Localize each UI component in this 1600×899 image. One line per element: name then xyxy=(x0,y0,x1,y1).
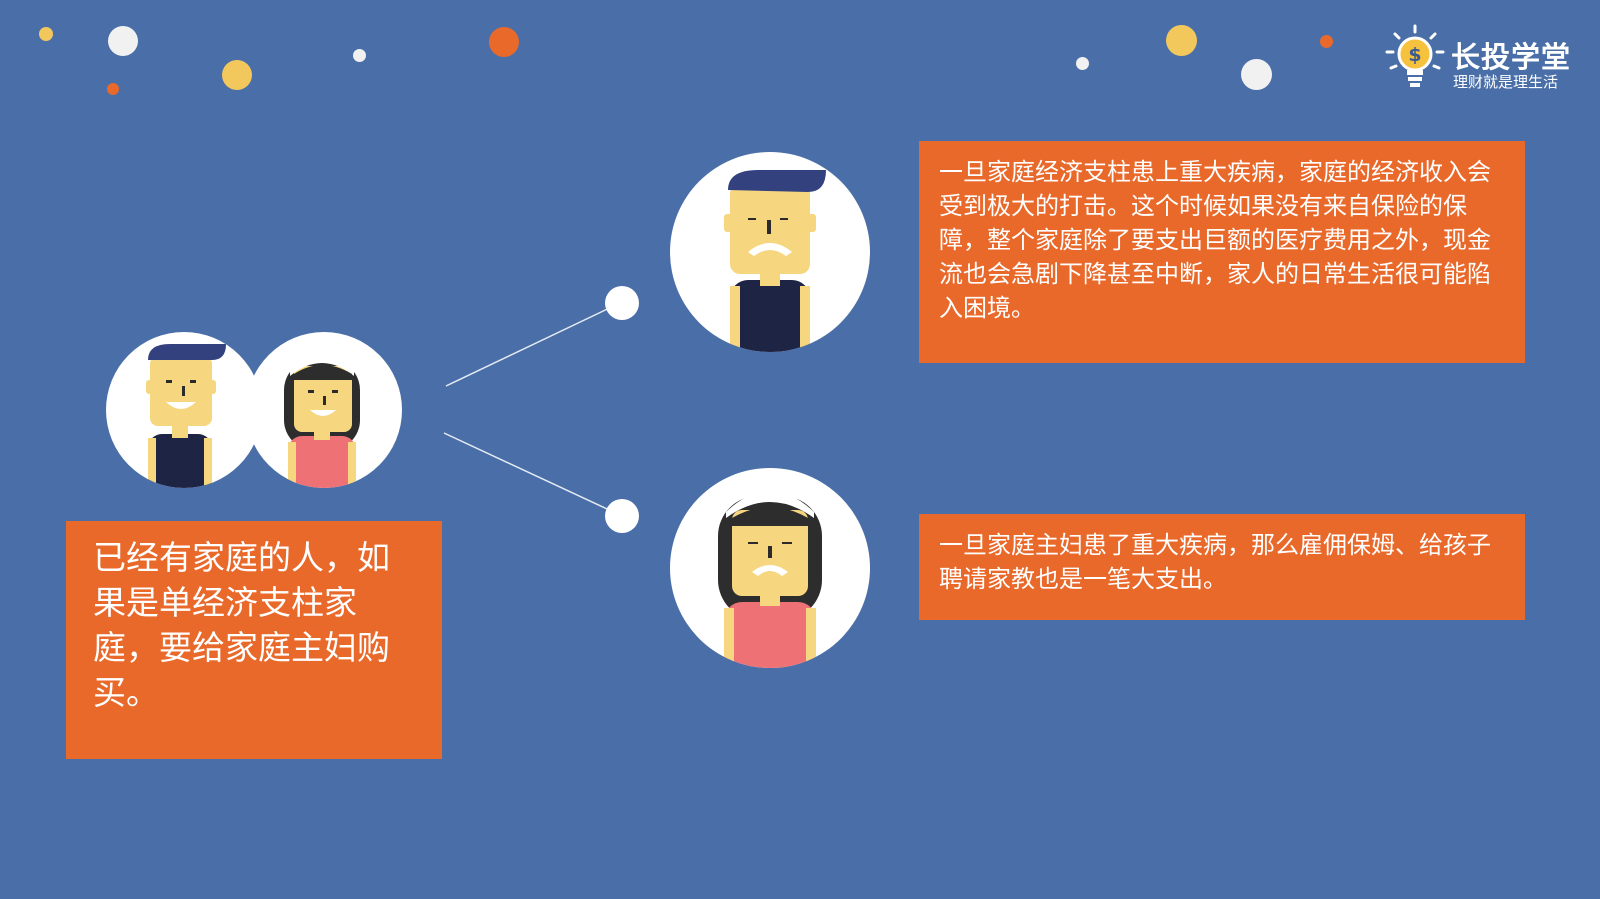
scenario-text: 一旦家庭主妇患了重大疾病，那么雇佣保姆、给孩子聘请家教也是一笔大支出。 xyxy=(939,531,1491,593)
scenario-text: 一旦家庭经济支柱患上重大疾病，家庭的经济收入会受到极大的打击。这个时候如果没有来… xyxy=(939,158,1491,322)
man-avatar-icon xyxy=(106,332,262,488)
brand-slogan: 理财就是理生活 xyxy=(1453,73,1559,91)
scenario-callout-breadwinner: 一旦家庭经济支柱患上重大疾病，家庭的经济收入会受到极大的打击。这个时候如果没有来… xyxy=(919,141,1525,363)
confetti-dot xyxy=(489,27,519,57)
connector-node-bottom xyxy=(605,499,639,533)
confetti-dot xyxy=(108,26,138,56)
man-avatar-icon xyxy=(670,152,870,352)
brand-name: 长投学堂 xyxy=(1451,40,1572,74)
confetti-dot xyxy=(107,83,119,95)
lightbulb-dollar-icon: $ xyxy=(1385,24,1445,87)
svg-text:$: $ xyxy=(1408,44,1421,66)
intro-callout: 已经有家庭的人，如果是单经济支柱家庭，要给家庭主妇购买。 xyxy=(66,521,442,759)
woman-avatar-icon xyxy=(670,468,870,668)
scenario-callout-homemaker: 一旦家庭主妇患了重大疾病，那么雇佣保姆、给孩子聘请家教也是一笔大支出。 xyxy=(919,514,1525,620)
brand-logo: $ 长投学堂 理财就是理生活 xyxy=(1385,24,1585,94)
confetti-dot xyxy=(222,60,252,90)
confetti-dot xyxy=(1320,35,1333,48)
confetti-dot xyxy=(1166,25,1197,56)
confetti-dot xyxy=(1241,59,1272,90)
confetti-dot xyxy=(1076,57,1089,70)
confetti-dot xyxy=(353,49,366,62)
connector-node-top xyxy=(605,286,639,320)
intro-text: 已经有家庭的人，如果是单经济支柱家庭，要给家庭主妇购买。 xyxy=(93,538,390,712)
woman-avatar-icon xyxy=(246,332,402,488)
confetti-dot xyxy=(39,27,53,41)
